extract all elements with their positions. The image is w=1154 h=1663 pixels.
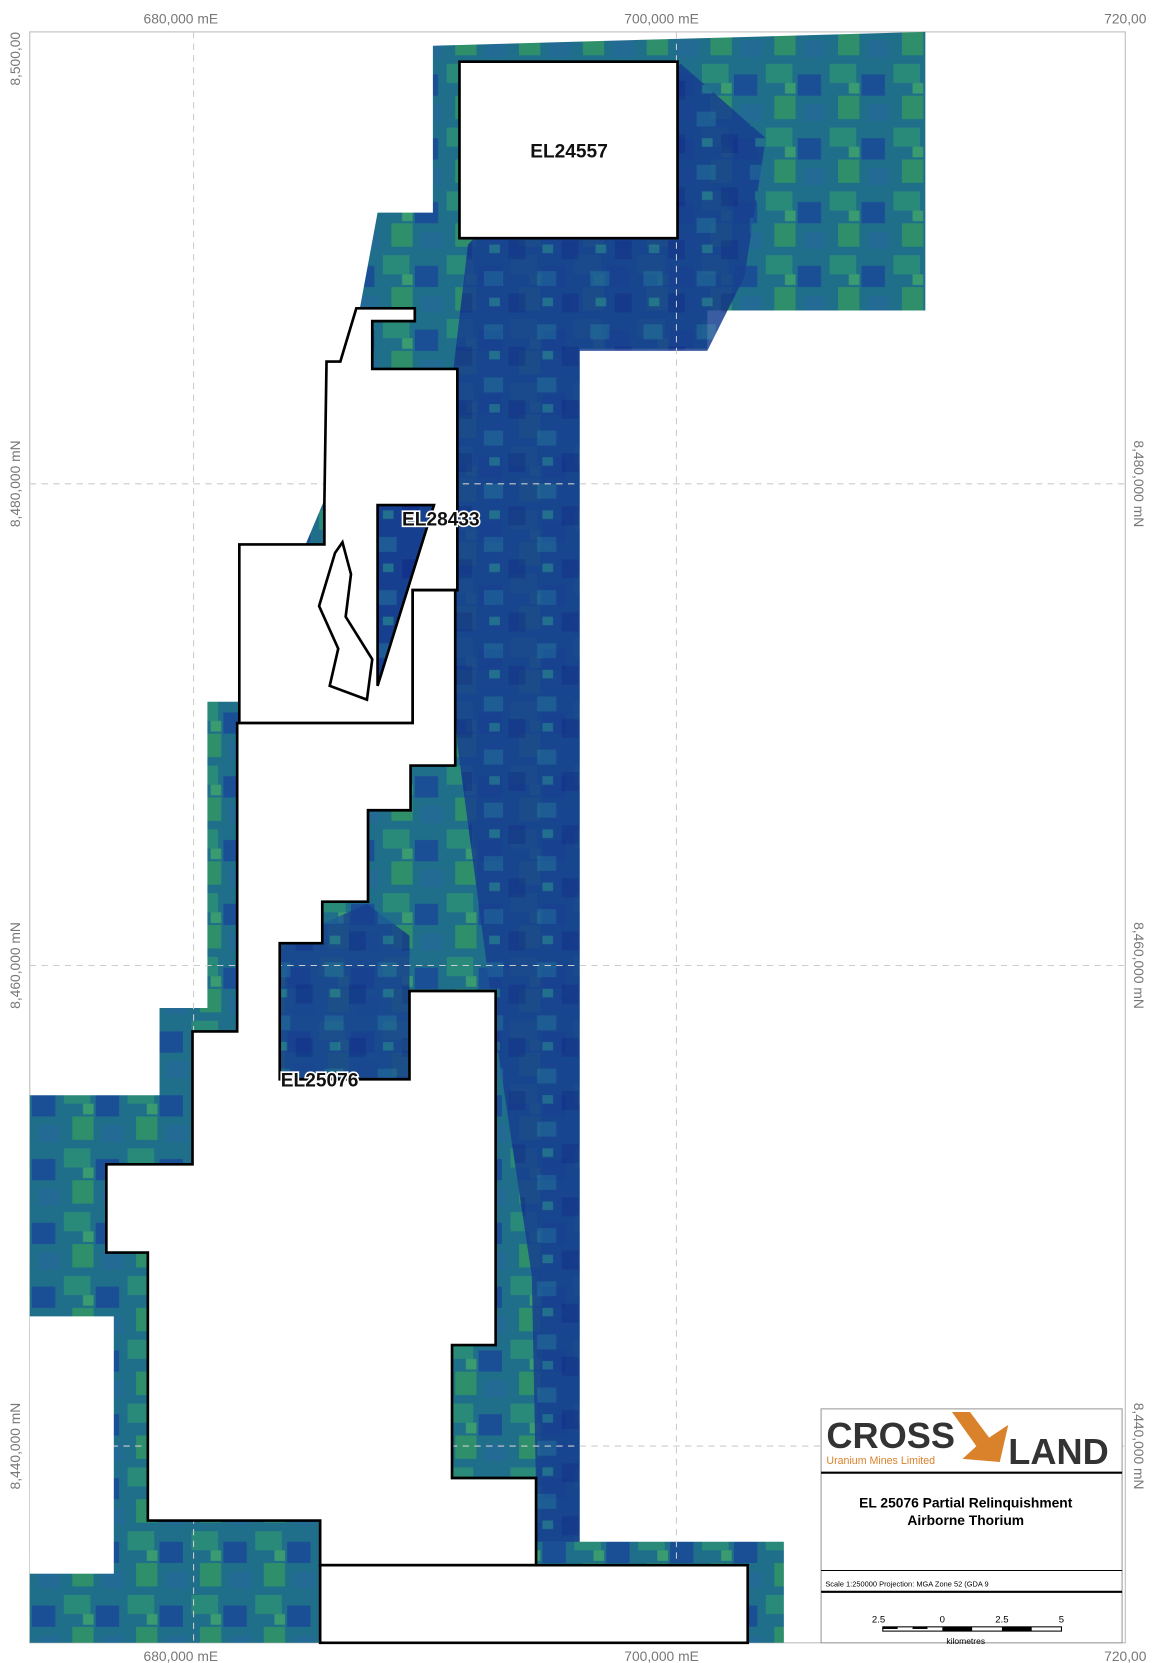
scale-label: 2.5 [872,1615,885,1626]
grid-label: 8,460,000 mN [7,922,23,1009]
grid-label: 8,460,000 mN [1131,922,1147,1009]
tenement-label: EL25076 [281,1071,359,1092]
grid-label: 8,500,00 [7,32,23,86]
grid-label: 8,480,000 mN [7,440,23,527]
map-title: Airborne Thorium [907,1512,1024,1528]
grid-label: 700,000 mE [624,1648,699,1663]
tenement-label: EL28433 [402,509,480,530]
tenement-boundaries [105,60,750,1645]
map-title: EL 25076 Partial Relinquishment [859,1495,1073,1511]
blank [29,1316,114,1574]
scale-unit: kilometres [946,1636,985,1646]
logo-tagline: Uranium Mines Limited [826,1455,935,1467]
grid-label: 720,00 [1104,10,1147,26]
tenement-label: EL24557 [530,141,608,162]
grid-labels: 680,000 mE 700,000 mE 720,00 680,000 mE … [7,10,1147,1663]
grid-label: 720,00 [1104,1648,1147,1663]
logo-text: LAND [1008,1431,1108,1472]
grid-label: 680,000 mE [144,1648,219,1663]
scale-label: 2.5 [995,1615,1008,1626]
scale-label: 0 [940,1615,945,1626]
scale-note: Scale 1:250000 Projection: MGA Zone 52 (… [825,1579,988,1588]
grid-label: 700,000 mE [624,10,699,26]
scale-label: 5 [1059,1615,1064,1626]
logo-mark [951,1412,1009,1463]
grid-label: 8,440,000 mN [1131,1403,1147,1490]
logo-text: CROSS [826,1415,955,1456]
scale-bar: 2.5 0 2.5 5 kilometres [872,1615,1064,1646]
grid-label: 680,000 mE [144,10,219,26]
legend: CROSS LAND Uranium Mines Limited EL 2507… [820,1408,1123,1646]
legend-box [820,1408,1123,1644]
grid-label: 8,440,000 mN [7,1403,23,1490]
grid-label: 8,480,000 mN [1131,440,1147,527]
